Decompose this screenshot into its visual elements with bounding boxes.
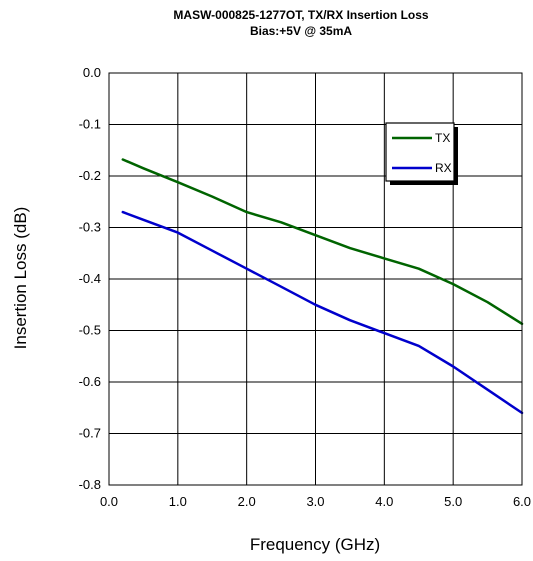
grid-lines xyxy=(108,72,523,486)
y-tick-label: -0.4 xyxy=(79,271,101,286)
y-tick-label: -0.6 xyxy=(79,374,101,389)
y-tick-label: -0.7 xyxy=(79,426,101,441)
y-tick-label: -0.5 xyxy=(79,323,101,338)
x-tick-label: 1.0 xyxy=(169,494,187,509)
x-axis-title: Frequency (GHz) xyxy=(250,535,380,554)
legend-label-rx: RX xyxy=(435,161,452,175)
y-tick-label: -0.3 xyxy=(79,220,101,235)
x-tick-label: 3.0 xyxy=(306,494,324,509)
legend-label-tx: TX xyxy=(435,131,450,145)
legend-box xyxy=(385,122,455,182)
y-tick-label: -0.2 xyxy=(79,168,101,183)
y-tick-labels: 0.0 -0.1 -0.2 -0.3 -0.4 -0.5 -0.6 -0.7 -0.8 xyxy=(79,65,101,492)
y-tick-label: 0.0 xyxy=(83,65,101,80)
x-tick-label: 0.0 xyxy=(100,494,118,509)
series-line-rx xyxy=(121,210,524,415)
x-tick-label: 4.0 xyxy=(375,494,393,509)
y-axis-title: Insertion Loss (dB) xyxy=(11,207,30,350)
series-layer xyxy=(121,158,524,415)
x-tick-label: 5.0 xyxy=(444,494,462,509)
x-tick-label: 6.0 xyxy=(513,494,531,509)
plot-area xyxy=(108,72,523,486)
y-tick-label: -0.8 xyxy=(79,477,101,492)
y-tick-label: -0.1 xyxy=(79,117,101,132)
series-line-tx xyxy=(121,158,524,326)
legend: TX RX xyxy=(385,122,458,185)
chart-title: MASW-000825-1277OT, TX/RX Insertion Loss xyxy=(173,8,428,22)
chart-subtitle: Bias:+5V @ 35mA xyxy=(250,24,352,38)
x-tick-labels: 0.0 1.0 2.0 3.0 4.0 5.0 6.0 xyxy=(100,494,531,509)
x-tick-label: 2.0 xyxy=(238,494,256,509)
